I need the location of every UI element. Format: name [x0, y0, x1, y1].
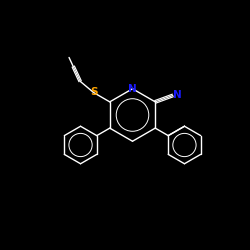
- Text: N: N: [173, 90, 182, 101]
- Text: S: S: [90, 88, 97, 98]
- Text: N: N: [128, 84, 137, 94]
